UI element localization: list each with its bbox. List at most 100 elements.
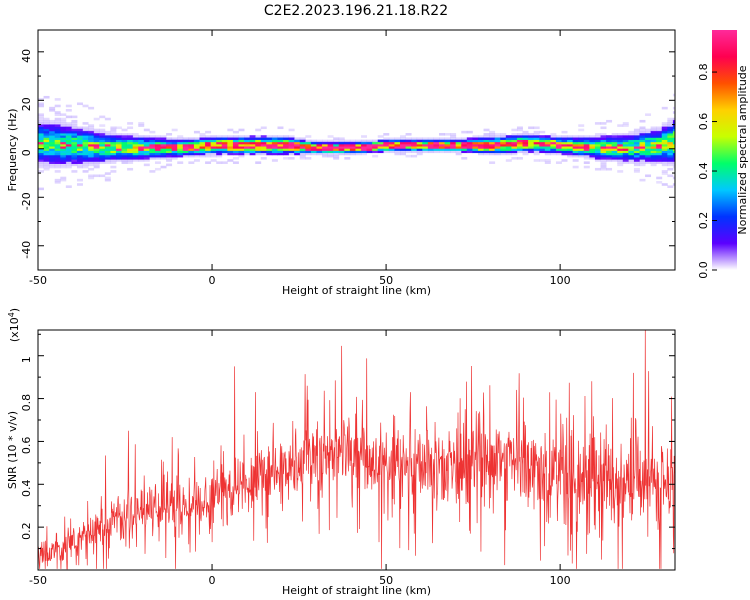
spectrogram-cell [628,161,635,164]
spectrogram-cell [583,148,590,151]
spectrogram-cell [667,167,674,171]
spectrogram-cell [316,150,323,154]
spectrogram-cell [132,154,139,158]
colorbar-gradient [712,30,737,270]
spectrogram-cell [672,139,675,143]
spectrogram-cell [333,143,340,147]
spectrogram-cell [667,137,674,140]
spectrogram-cell [628,139,635,143]
spectrogram-cell [60,119,67,123]
spectrogram-cell [322,143,329,147]
spectrogram-cell [238,139,245,143]
spectrogram-cell [121,139,128,143]
spectrogram-cell [583,161,590,164]
spectrogram-cell [388,139,395,143]
spectrogram-cell [361,150,367,154]
spectrogram-cell [561,150,568,154]
spectrogram-cell [366,146,373,149]
spectrogram-cell [65,165,72,169]
spectrogram-cell [154,154,161,158]
spectrogram-cell [322,148,329,151]
spectrogram-cell [639,135,646,138]
spectrogram-cell [388,146,395,149]
spectrogram-cell [606,154,613,158]
spectrogram-cell [639,163,646,167]
spectrogram-cell [394,143,401,147]
spectrogram-cell [594,146,601,149]
spectrogram-cell [71,150,78,154]
spectrogram-cell [188,154,195,158]
spectrogram-cell [115,141,122,145]
spectrogram-cell [494,139,501,143]
spectrogram-cell [377,139,384,143]
spectrogram-cell [171,141,178,145]
spectrogram-cell [594,159,601,162]
spectrogram-cell [500,143,507,147]
spectrogram-cell [188,161,195,164]
spectrogram-cell [578,137,585,140]
spectrogram-cell [383,146,390,149]
spectrogram-cell [88,167,95,171]
spectrogram-cell [583,152,590,156]
spectrogram-cell [43,157,50,160]
spectrogram-cell [288,150,295,154]
spectrogram-cell [645,159,652,162]
spectrogram-cell [606,150,613,154]
x-tick-label: -50 [29,274,47,287]
spectrogram-cell [205,152,212,156]
spectrogram-cell [511,152,518,156]
spectrogram-cell [628,150,635,154]
spectrogram-cell [656,126,663,130]
spectrogram-cell [283,141,290,145]
spectrogram-cell [76,159,83,162]
spectrogram-cell [427,150,434,154]
spectrogram-cell [444,146,451,149]
spectrogram-cell [416,148,423,151]
spectrogram-cell [177,141,184,145]
spectrogram-cell [149,135,156,138]
spectrogram-cell [71,119,78,123]
spectrogram-cell [199,135,206,138]
spectrogram-cell [594,141,601,145]
spectrogram-cell [645,161,652,164]
spectrogram-cell [221,150,228,154]
spectrogram-cell [93,146,100,149]
spectrogram-cell [466,137,473,140]
spectrogram-cell [255,139,262,143]
spectrogram-cell [661,148,668,151]
spectrogram-cell [522,148,529,151]
spectrogram-cell [121,150,128,154]
spectrogram-cell [466,139,473,143]
spectrogram-cell [617,137,624,140]
spectrogram-cell [38,170,44,173]
spectrogram-cell [43,159,50,162]
spectrogram-cell [422,143,429,147]
spectrogram-cell [260,139,267,143]
spectrogram-cell [422,148,429,151]
y-tick-label: -40 [20,241,33,259]
spectrogram-cell [439,137,445,140]
spectrogram-cell [667,117,674,121]
spectrogram-cell [466,148,473,151]
y-tick-label: 0.4 [20,480,33,498]
spectrogram-cell [88,157,95,160]
spectrogram-cell [622,133,629,136]
spectrogram-cell [255,148,262,151]
spectrogram-cell [583,157,590,160]
spectrogram-cell [138,141,145,145]
y-tick-label: 20 [20,97,33,111]
spectrogram-cell [82,130,89,134]
spectrogram-cell [561,139,568,143]
spectrogram-cell [528,143,535,147]
spectrogram-cell [93,128,100,132]
spectrogram-cell [132,150,139,154]
spectrogram-cell [394,139,401,143]
spectrogram-cell [466,143,473,147]
spectrogram-cell [305,135,312,138]
spectrogram-cell [528,148,535,151]
spectrogram-cell [104,141,111,145]
spectrogram-cell [82,152,89,156]
spectrogram-cell [561,135,568,138]
spectrogram-cell [93,130,100,134]
spectrogram-cell [43,139,50,143]
